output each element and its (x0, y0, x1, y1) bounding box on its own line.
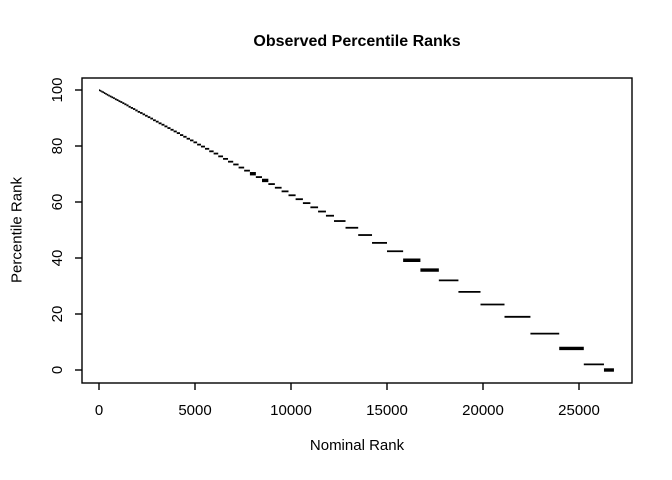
x-tick-label: 0 (95, 402, 103, 419)
y-tick-label: 60 (49, 194, 66, 211)
y-tick-label: 40 (49, 250, 66, 267)
x-tick-label: 5000 (178, 402, 211, 419)
chart-title: Observed Percentile Ranks (253, 33, 461, 50)
y-axis-label: Percentile Rank (8, 177, 26, 283)
x-tick-label: 15000 (366, 402, 408, 419)
plot-box (81, 77, 633, 384)
x-tick-label: 10000 (270, 402, 312, 419)
y-tick-label: 0 (49, 366, 66, 374)
y-tick-label: 100 (49, 77, 66, 102)
x-axis-label: Nominal Rank (309, 437, 405, 454)
y-tick-label: 80 (49, 138, 66, 155)
x-tick-label: 20000 (462, 402, 504, 419)
x-tick-label: 25000 (558, 402, 600, 419)
y-tick-label: 20 (49, 306, 66, 323)
